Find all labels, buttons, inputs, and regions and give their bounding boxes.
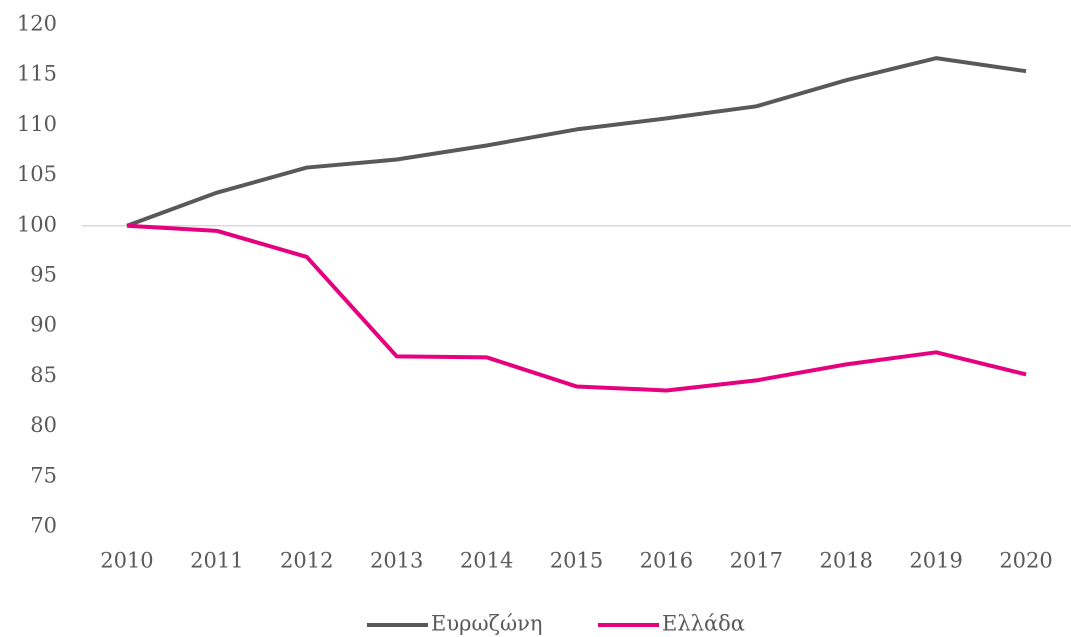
y-tick-label: 95: [30, 263, 57, 287]
y-tick-label: 100: [17, 212, 57, 236]
x-tick-label: 2011: [190, 549, 243, 573]
y-tick-label: 80: [30, 413, 57, 437]
x-tick-label: 2014: [460, 549, 513, 573]
x-tick-label: 2010: [100, 549, 153, 573]
legend-label: Ελλάδα: [662, 612, 745, 636]
y-tick-label: 85: [30, 363, 57, 387]
x-tick-label: 2018: [820, 549, 873, 573]
y-tick-label: 120: [17, 12, 57, 36]
y-tick-label: 110: [17, 112, 57, 136]
x-tick-label: 2012: [280, 549, 333, 573]
x-tick-label: 2019: [909, 549, 962, 573]
y-tick-label: 115: [17, 62, 57, 86]
y-tick-label: 75: [30, 463, 57, 487]
y-tick-label: 90: [30, 313, 57, 337]
y-tick-label: 105: [17, 162, 57, 186]
x-tick-label: 2020: [999, 549, 1052, 573]
series-line: [126, 223, 1027, 393]
series-line: [126, 56, 1027, 228]
x-tick-label: 2015: [550, 549, 603, 573]
x-tick-label: 2016: [640, 549, 693, 573]
legend-label: Ευρωζώνη: [431, 612, 542, 636]
x-tick-label: 2013: [370, 549, 423, 573]
y-tick-label: 70: [30, 514, 57, 538]
x-tick-label: 2017: [730, 549, 783, 573]
